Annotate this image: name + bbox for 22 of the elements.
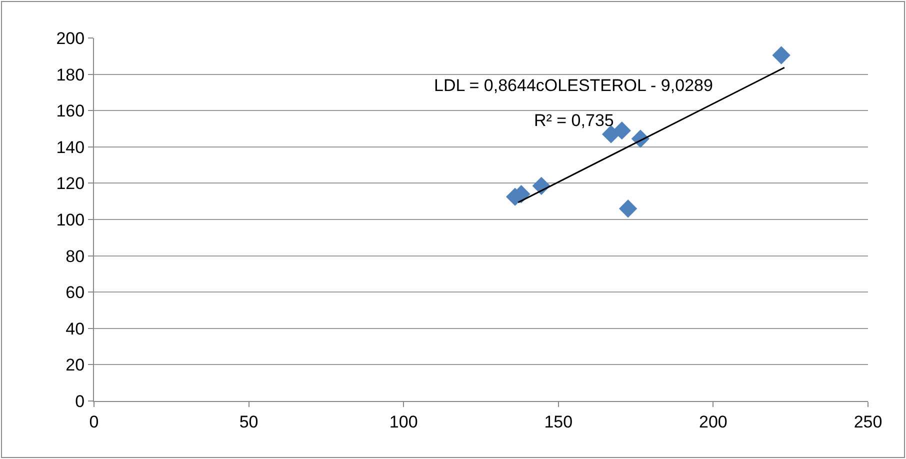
y-tick-label: 100 <box>56 210 85 230</box>
x-tick-label: 100 <box>389 412 418 432</box>
x-tick-label: 50 <box>239 412 258 432</box>
x-tick-label: 200 <box>699 412 728 432</box>
x-tick-label: 250 <box>854 412 882 432</box>
y-tick-label: 200 <box>56 28 85 48</box>
point <box>612 121 631 140</box>
y-tick-label: 20 <box>66 356 85 375</box>
x-tick-label: 150 <box>544 412 573 432</box>
point <box>618 200 638 218</box>
y-tick-label: 180 <box>56 65 85 84</box>
y-tick-label: 60 <box>66 283 85 302</box>
y-tick-label: 120 <box>56 174 85 194</box>
y-tick-label: 140 <box>56 138 85 157</box>
y-tick-label: 160 <box>56 102 85 121</box>
x-tick-label: 0 <box>89 412 99 432</box>
annotation: R² = 0,735 <box>534 111 614 130</box>
point <box>772 46 790 64</box>
y-tick-label: 40 <box>66 319 85 338</box>
y-tick-label: 80 <box>66 246 85 266</box>
annotation: LDL = 0,8644cOLESTEROL - 9,0289 <box>434 76 713 95</box>
y-tick-label: 0 <box>75 392 85 411</box>
